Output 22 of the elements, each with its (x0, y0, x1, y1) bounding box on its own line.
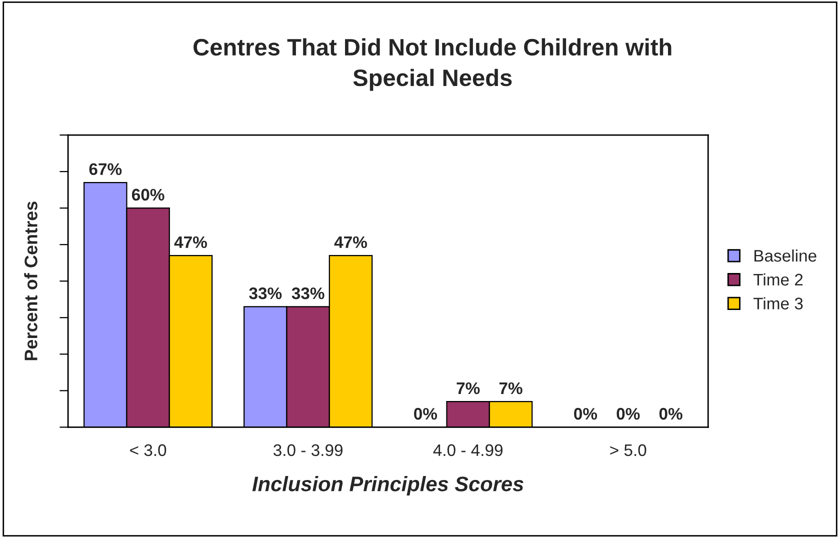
x-tick-label: 3.0 - 3.99 (274, 444, 342, 456)
data-label: 47% (334, 236, 367, 248)
data-label: 0% (414, 408, 438, 420)
legend-label: Time 3 (753, 297, 803, 310)
x-axis-title: Inclusion Principles Scores (252, 476, 524, 496)
data-label: 33% (249, 287, 282, 300)
data-label: 0% (616, 408, 640, 420)
chart-title: Centres That Did Not Include Children with Special Needs (194, 38, 672, 91)
x-tick-label: < 3.0 (130, 444, 166, 456)
data-label: 67% (89, 163, 122, 176)
legend-label: Baseline (754, 249, 816, 262)
legend-label: Time 2 (753, 273, 803, 286)
data-label: 7% (456, 382, 480, 394)
data-label: 60% (132, 188, 164, 201)
y-axis-title: Percent of Centres (24, 202, 38, 360)
data-label: 33% (292, 287, 324, 300)
x-tick-label: > 5.0 (610, 444, 646, 456)
data-label: 0% (574, 408, 598, 420)
data-label: 47% (174, 236, 207, 248)
data-label: 7% (499, 382, 522, 394)
x-tick-label: 4.0 - 4.99 (433, 444, 503, 456)
data-label: 0% (659, 408, 682, 420)
